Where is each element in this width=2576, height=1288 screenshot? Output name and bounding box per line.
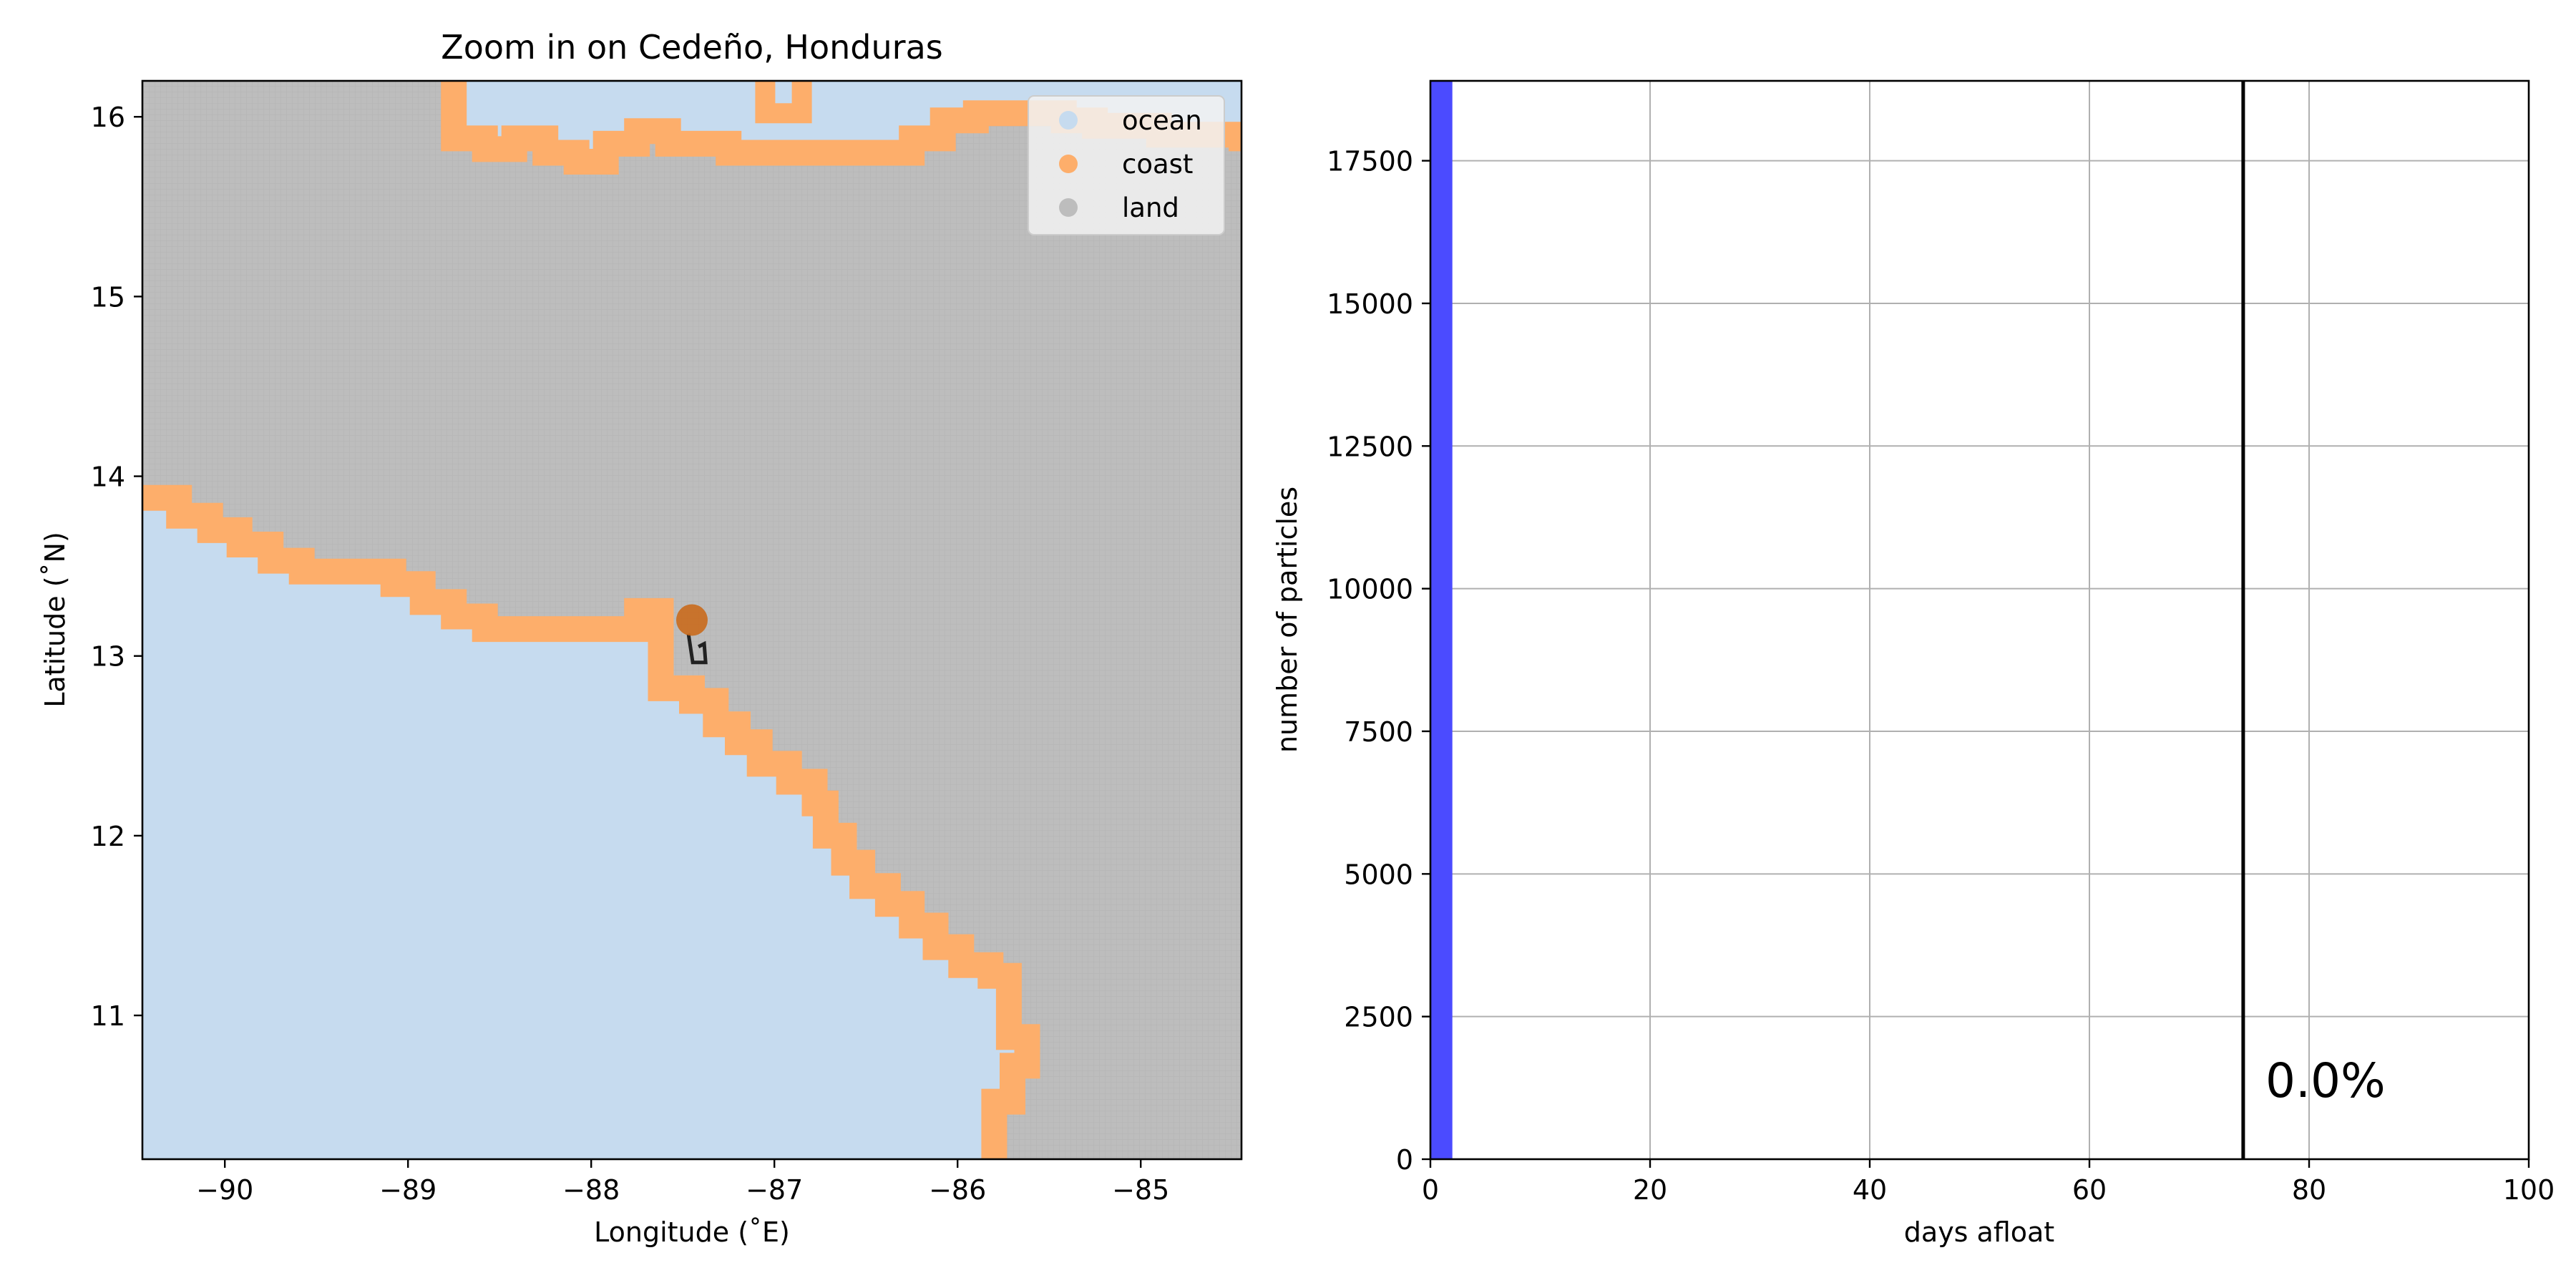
hist-x-axis: 0 20 40 60 80 100 <box>1422 1159 2555 1206</box>
map-y-tick-label: 14 <box>91 462 125 493</box>
hist-background <box>1430 81 2529 1159</box>
release-point <box>676 604 708 636</box>
legend-coast-icon <box>1059 155 1078 173</box>
map-x-tick-label: −89 <box>379 1174 436 1206</box>
hist-y-tick-label: 10000 <box>1327 574 1413 605</box>
map-x-tick-label: −90 <box>196 1174 253 1206</box>
hist-plot: 0.0% <box>1429 79 2530 1161</box>
legend-frame <box>1028 95 1225 235</box>
hist-bar <box>1430 81 1453 1159</box>
hist-grid <box>1430 81 2529 1159</box>
map-x-tick-label: −88 <box>562 1174 620 1206</box>
hist-y-label: number of particles <box>1272 487 1303 753</box>
hist-y-tick-label: 0 <box>1396 1144 1413 1176</box>
hist-x-label: days afloat <box>1904 1216 2054 1248</box>
hist-x-tick-label: 0 <box>1422 1174 1439 1206</box>
hist-x-tick-label: 100 <box>2503 1174 2555 1206</box>
map-frame <box>141 79 1243 1161</box>
hist-y-tick-label: 7500 <box>1344 716 1413 748</box>
hist-x-tick-label: 20 <box>1633 1174 1667 1206</box>
map-x-tick-label: −85 <box>1112 1174 1169 1206</box>
hist-y-tick-label: 12500 <box>1327 431 1413 462</box>
legend-land-icon <box>1059 198 1078 217</box>
hist-x-tick-label: 80 <box>2292 1174 2326 1206</box>
map-ocean-south <box>142 497 1028 1159</box>
map-y-tick-label: 16 <box>91 102 125 133</box>
hist-y-axis: 0 2500 5000 7500 10000 12500 15000 17500 <box>1327 146 1430 1176</box>
hist-y-tick-label: 5000 <box>1344 859 1413 890</box>
map-x-label: Longitude (˚E) <box>594 1216 790 1248</box>
map-legend: ocean coast land <box>1028 95 1225 235</box>
legend-ocean-label: ocean <box>1122 105 1202 136</box>
map-x-axis: −90 −89 −88 −87 −86 −85 <box>196 1159 1169 1206</box>
legend-ocean-icon <box>1059 111 1078 130</box>
coastline-pacific <box>142 484 1040 1159</box>
map-y-tick-label: 15 <box>91 281 125 313</box>
map-y-tick-label: 12 <box>91 821 125 852</box>
map-x-tick-label: −86 <box>929 1174 986 1206</box>
hist-y-tick-label: 17500 <box>1327 146 1413 177</box>
hist-y-tick-label: 15000 <box>1327 288 1413 320</box>
particle-marker <box>686 633 708 665</box>
percentage-annotation: 0.0% <box>2265 1053 2386 1108</box>
legend-land-label: land <box>1122 192 1179 223</box>
hist-y-tick-label: 2500 <box>1344 1002 1413 1033</box>
map-title: Zoom in on Cedeño, Honduras <box>441 28 942 67</box>
hist-x-tick-label: 40 <box>1853 1174 1887 1206</box>
map-y-axis: 11 12 13 14 15 16 <box>91 102 142 1032</box>
hist-bars <box>1430 81 1453 1159</box>
coastline-caribbean-bump <box>755 81 812 124</box>
particle-track <box>686 633 708 665</box>
map-y-label: Latitude (˚N) <box>39 532 71 708</box>
hist-frame <box>1429 79 2530 1161</box>
legend-coast-label: coast <box>1122 149 1193 180</box>
map-x-tick-label: −87 <box>746 1174 803 1206</box>
map-y-tick-label: 13 <box>91 641 125 673</box>
map-y-tick-label: 11 <box>91 1000 125 1032</box>
hist-x-tick-label: 60 <box>2072 1174 2107 1206</box>
